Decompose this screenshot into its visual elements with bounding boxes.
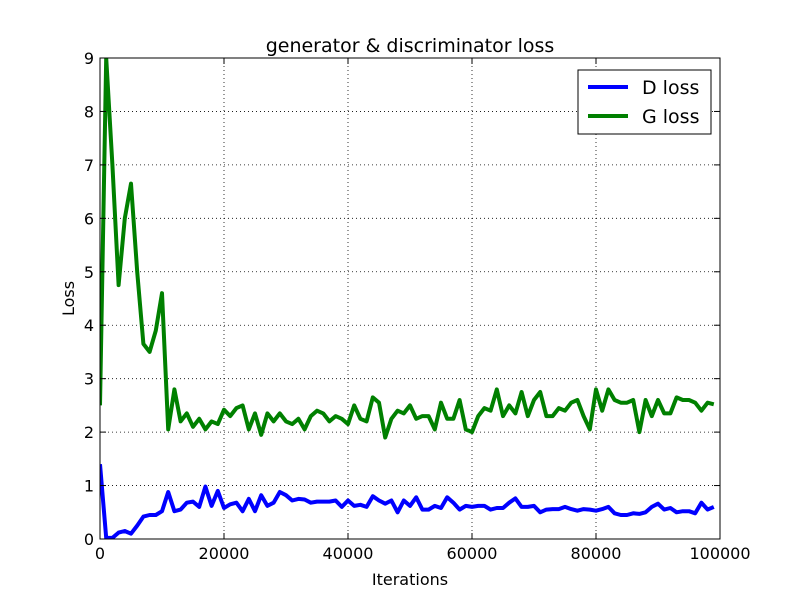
x-tick-label: 60000 xyxy=(447,544,498,563)
y-tick-label: 7 xyxy=(84,156,94,175)
series-line-d-loss xyxy=(100,464,715,539)
series-line-g-loss xyxy=(100,58,715,440)
x-axis-title: Iterations xyxy=(372,570,448,589)
y-axis-title: Loss xyxy=(59,281,78,316)
x-tick-label: 40000 xyxy=(323,544,374,563)
y-tick-label: 0 xyxy=(84,530,94,549)
y-tick-label: 5 xyxy=(84,263,94,282)
y-tick-label: 1 xyxy=(84,477,94,496)
x-tick-label: 100000 xyxy=(689,544,750,563)
y-tick-label: 2 xyxy=(84,423,94,442)
y-tick-label: 3 xyxy=(84,370,94,389)
y-tick-label: 9 xyxy=(84,49,94,68)
legend-box xyxy=(577,69,712,135)
chart-title: generator & discriminator loss xyxy=(266,35,555,57)
series-lines xyxy=(100,58,715,539)
y-tick-label: 4 xyxy=(84,316,94,335)
legend-label: D loss xyxy=(642,77,699,99)
legend: D loss G loss xyxy=(577,69,712,135)
y-tick-label: 8 xyxy=(84,102,94,121)
axes: 0 20000 40000 60000 80000 100000 0 1 2 3 4 5 6 7 8 9 xyxy=(84,49,751,563)
y-tick-label: 6 xyxy=(84,209,94,228)
x-tick-label: 0 xyxy=(95,544,105,563)
plot-frame xyxy=(99,57,721,540)
x-tick-label: 80000 xyxy=(571,544,622,563)
legend-label: G loss xyxy=(642,106,699,128)
x-tick-label: 20000 xyxy=(199,544,250,563)
